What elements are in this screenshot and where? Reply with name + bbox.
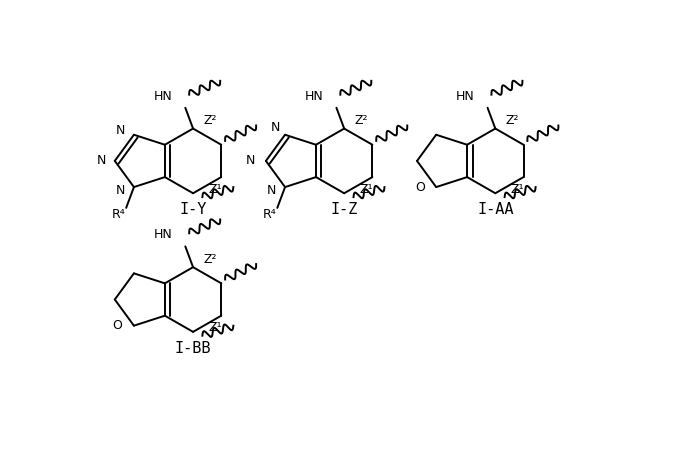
Text: I-AA: I-AA <box>477 202 514 217</box>
Text: HN: HN <box>456 90 475 103</box>
Text: R⁴: R⁴ <box>112 207 125 220</box>
Text: O: O <box>416 180 426 194</box>
Text: Z¹: Z¹ <box>510 182 524 195</box>
Text: HN: HN <box>305 90 323 103</box>
Text: Z²: Z² <box>203 114 217 128</box>
Text: I-BB: I-BB <box>175 340 211 356</box>
Text: Z¹: Z¹ <box>208 321 222 334</box>
Text: Z¹: Z¹ <box>359 182 373 195</box>
Text: Z¹: Z¹ <box>208 182 222 195</box>
Text: N: N <box>271 120 280 133</box>
Text: I-Z: I-Z <box>331 202 358 217</box>
Text: HN: HN <box>153 90 172 103</box>
Text: I-Y: I-Y <box>180 202 207 217</box>
Text: N: N <box>97 154 106 167</box>
Text: R⁴: R⁴ <box>263 207 276 220</box>
Text: N: N <box>116 124 125 137</box>
Text: Z²: Z² <box>354 114 368 128</box>
Text: N: N <box>267 185 277 198</box>
Text: Z²: Z² <box>505 114 519 128</box>
Text: N: N <box>116 185 125 198</box>
Text: O: O <box>112 319 122 332</box>
Text: N: N <box>246 154 255 167</box>
Text: HN: HN <box>153 229 172 241</box>
Text: Z²: Z² <box>203 253 217 266</box>
